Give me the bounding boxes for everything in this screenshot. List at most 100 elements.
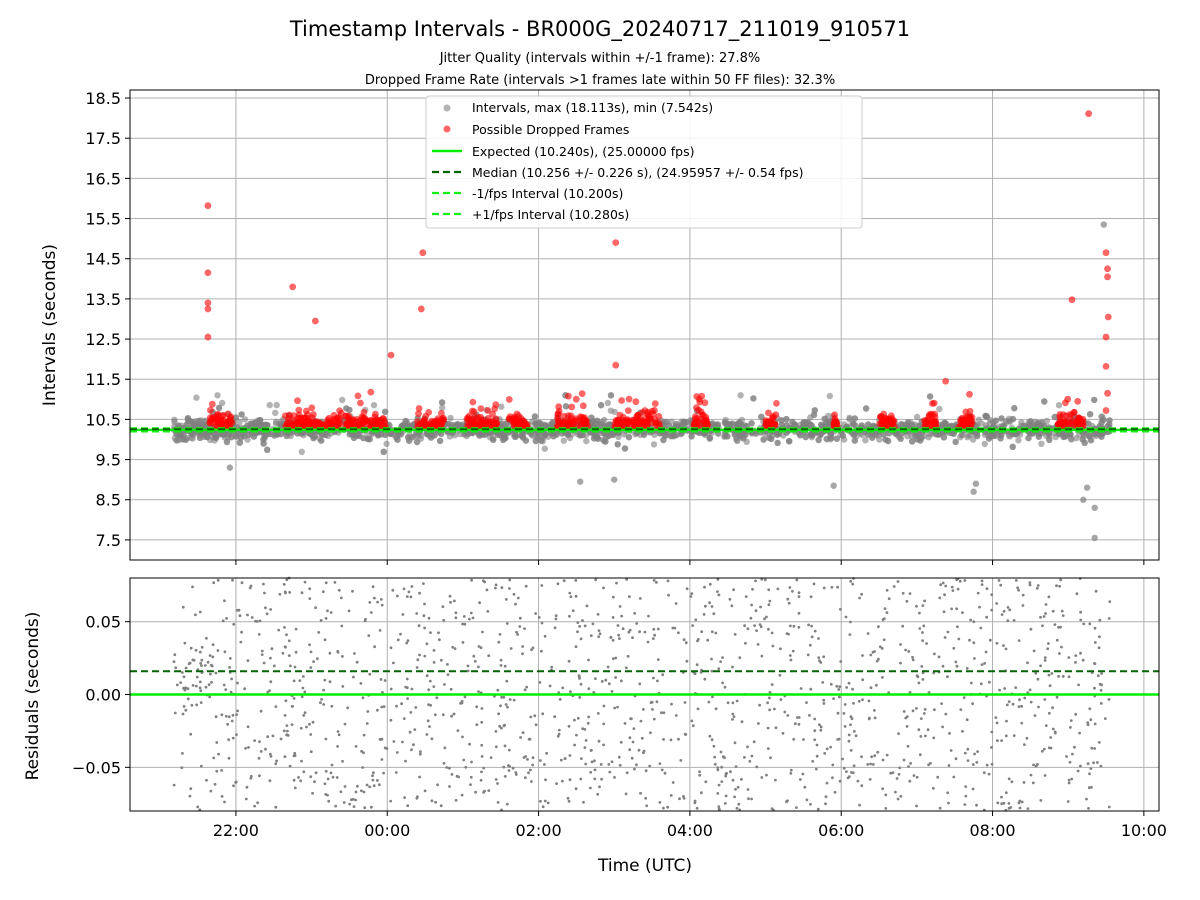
residual-point <box>979 682 983 686</box>
residual-point <box>286 729 289 733</box>
residual-point <box>427 703 430 706</box>
dropped-frame-point <box>217 420 225 428</box>
residual-point <box>380 603 384 607</box>
residual-point <box>1099 688 1103 692</box>
residual-point <box>220 769 224 772</box>
residual-point <box>770 683 774 686</box>
residual-point <box>579 682 583 686</box>
dropped-frame-point <box>568 403 576 411</box>
residual-point <box>678 797 681 801</box>
residual-point <box>329 611 333 614</box>
residual-point <box>1070 777 1074 781</box>
residual-point <box>285 733 289 737</box>
residual-point <box>915 804 918 808</box>
residual-point <box>429 631 432 634</box>
interval-point <box>402 417 409 425</box>
interval-point <box>607 392 615 399</box>
intervals-y-tick-label: 7.5 <box>96 531 121 550</box>
residual-point <box>324 769 328 773</box>
residual-point <box>905 599 909 603</box>
residual-point <box>822 586 826 590</box>
residual-point <box>710 630 714 634</box>
residual-point <box>869 653 873 657</box>
dropped-frame-point <box>579 402 587 410</box>
dropped-frame-point <box>469 398 477 406</box>
residual-point <box>419 750 422 754</box>
residual-point <box>303 711 307 715</box>
residual-point <box>557 732 561 736</box>
residual-point <box>266 735 270 739</box>
residual-point <box>995 602 999 605</box>
dropped-frame-point <box>633 422 641 429</box>
residual-point <box>819 728 823 732</box>
residual-point <box>181 712 185 716</box>
residual-point <box>329 771 333 775</box>
residual-point <box>825 747 829 751</box>
residual-point <box>200 658 204 662</box>
residual-point <box>997 579 1001 582</box>
residual-point <box>1055 695 1059 699</box>
residual-point <box>952 646 956 650</box>
residual-point <box>740 777 743 781</box>
interval-point <box>806 421 814 428</box>
residual-point <box>319 619 323 622</box>
residual-point <box>180 766 184 770</box>
residual-point <box>808 643 812 647</box>
residual-point <box>521 652 524 656</box>
residual-point <box>984 650 988 654</box>
residual-point <box>454 798 458 802</box>
residual-point <box>824 795 828 799</box>
interval-point <box>1046 436 1053 443</box>
interval-point <box>721 419 728 426</box>
residual-point <box>309 666 313 669</box>
residual-point <box>1099 702 1103 705</box>
residual-point <box>767 603 771 607</box>
residual-point <box>430 799 434 803</box>
residual-point <box>558 698 562 701</box>
residual-point <box>292 754 296 758</box>
dropped-frame-point <box>206 419 214 427</box>
residual-point <box>1042 747 1046 751</box>
residual-point <box>768 599 772 603</box>
residual-point <box>244 797 248 801</box>
intervals-y-tick-label: 10.5 <box>85 410 121 429</box>
residual-point <box>658 801 662 804</box>
residual-point <box>1087 807 1090 810</box>
residual-point <box>582 800 585 804</box>
residual-point <box>679 759 683 762</box>
residual-point <box>822 698 826 702</box>
residual-point <box>427 688 431 692</box>
residual-point <box>414 706 418 709</box>
residual-point <box>265 612 269 616</box>
dropped-frame-point <box>419 249 427 257</box>
residual-point <box>738 656 742 660</box>
interval-point <box>683 418 690 426</box>
residual-point <box>224 714 228 718</box>
residual-point <box>396 638 400 642</box>
residual-point <box>272 664 276 668</box>
residual-point <box>1049 736 1053 739</box>
interval-point <box>237 434 245 441</box>
dropped-frame-point <box>1070 408 1078 416</box>
residual-point <box>1016 586 1019 590</box>
residual-point <box>283 755 287 759</box>
residual-point <box>798 778 802 781</box>
interval-point <box>522 437 530 444</box>
residual-point <box>731 701 735 705</box>
residual-point <box>1050 672 1054 675</box>
residual-point <box>810 635 814 639</box>
residual-point <box>1061 614 1065 617</box>
residual-point <box>793 722 797 726</box>
residual-point <box>1047 595 1051 599</box>
residual-point <box>1068 760 1072 764</box>
residual-point <box>561 686 565 690</box>
residual-point <box>569 690 572 694</box>
residual-point <box>405 677 409 681</box>
residual-point <box>512 698 516 702</box>
residual-point <box>1029 773 1033 777</box>
residual-point <box>578 696 582 699</box>
residual-point <box>448 594 452 598</box>
residual-point <box>768 708 771 712</box>
residual-point <box>225 617 229 620</box>
residual-point <box>311 791 314 795</box>
